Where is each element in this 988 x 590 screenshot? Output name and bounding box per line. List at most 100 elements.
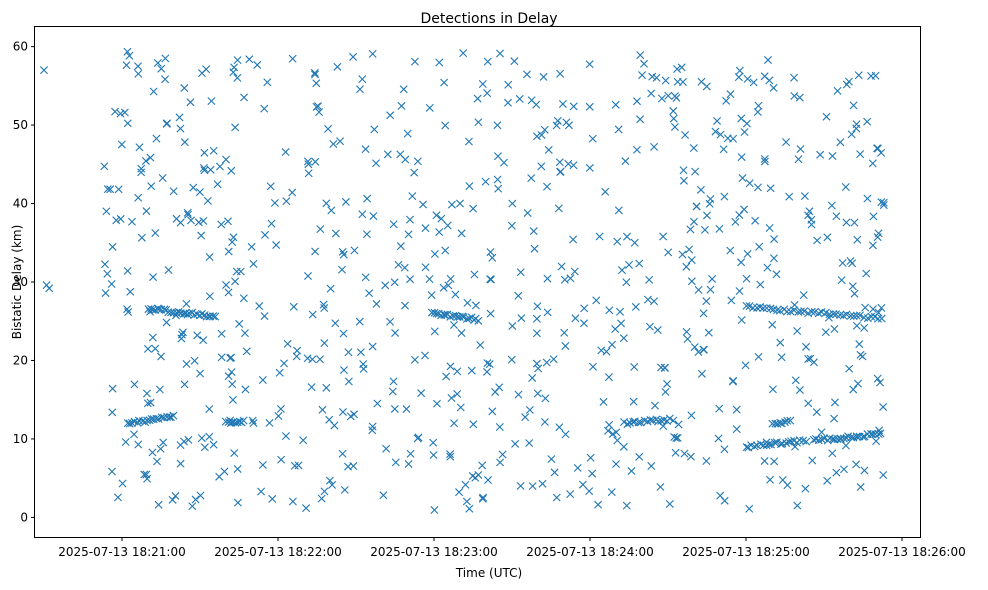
data-point <box>770 235 779 244</box>
data-point <box>682 262 691 271</box>
data-point <box>268 494 277 503</box>
data-point <box>841 441 850 450</box>
data-point <box>852 432 861 441</box>
data-point <box>657 94 666 103</box>
data-point <box>134 440 143 449</box>
data-point <box>281 432 290 441</box>
data-point <box>722 96 731 105</box>
data-point <box>146 398 155 407</box>
data-point <box>176 124 185 133</box>
data-point <box>569 102 578 111</box>
data-point <box>189 183 198 192</box>
data-point <box>103 185 112 194</box>
data-point <box>194 218 203 227</box>
data-point <box>413 157 422 166</box>
data-point <box>514 390 523 399</box>
data-point <box>833 435 842 444</box>
data-point <box>108 467 117 476</box>
data-point <box>691 167 700 176</box>
data-point <box>451 290 460 299</box>
data-point <box>828 449 837 458</box>
data-point <box>239 294 248 303</box>
data-point <box>172 214 181 223</box>
data-point <box>486 248 495 257</box>
data-point <box>355 85 364 94</box>
data-point <box>661 387 670 396</box>
data-point <box>737 153 746 162</box>
data-point <box>627 467 636 476</box>
data-point <box>217 353 226 362</box>
data-point <box>288 54 297 63</box>
data-point <box>151 344 160 353</box>
data-point <box>751 216 760 225</box>
data-point <box>702 211 711 220</box>
data-point <box>647 89 656 98</box>
data-point <box>879 471 888 480</box>
data-point <box>450 419 459 428</box>
data-point <box>227 368 236 377</box>
data-point <box>840 434 849 443</box>
data-point <box>861 303 870 312</box>
data-point <box>211 312 220 321</box>
data-point <box>142 470 151 479</box>
data-point <box>391 328 400 337</box>
data-point <box>344 377 353 386</box>
data-point <box>790 91 799 100</box>
data-point <box>530 244 539 253</box>
data-point <box>114 185 123 194</box>
data-point <box>361 273 370 282</box>
data-point <box>680 449 689 458</box>
data-point <box>791 376 800 385</box>
data-point <box>303 157 312 166</box>
data-point <box>532 132 541 141</box>
data-point <box>217 220 226 229</box>
data-point <box>493 121 502 130</box>
data-point <box>402 405 411 414</box>
data-point <box>328 480 337 489</box>
data-point <box>193 331 202 340</box>
data-point <box>737 316 746 324</box>
data-point <box>228 395 237 404</box>
data-point <box>447 200 456 209</box>
data-point <box>417 389 426 398</box>
data-point <box>760 72 769 81</box>
data-point <box>162 119 171 128</box>
data-point <box>694 285 703 294</box>
data-point <box>570 267 579 276</box>
data-point <box>742 274 751 283</box>
data-point <box>772 270 781 279</box>
data-point <box>413 434 422 443</box>
data-point <box>647 462 656 470</box>
data-point <box>453 367 462 376</box>
data-point <box>716 130 725 139</box>
data-point <box>120 108 129 117</box>
data-point <box>228 238 237 247</box>
data-point <box>151 229 160 237</box>
data-point <box>106 185 115 194</box>
data-point <box>829 309 838 318</box>
data-point <box>871 71 880 80</box>
data-point <box>463 298 472 307</box>
data-point <box>397 101 406 110</box>
data-point <box>853 235 862 244</box>
data-point <box>149 87 158 96</box>
data-point <box>457 329 466 338</box>
data-point <box>356 348 365 357</box>
data-point <box>621 157 630 166</box>
data-point <box>863 117 872 126</box>
data-point <box>498 450 507 459</box>
data-point <box>515 94 524 103</box>
data-point <box>304 160 313 169</box>
data-point <box>569 161 578 170</box>
data-point <box>869 305 877 314</box>
data-point <box>339 250 348 259</box>
data-point <box>569 235 578 244</box>
data-point <box>319 300 328 309</box>
data-point <box>276 404 285 413</box>
data-point <box>859 432 868 441</box>
data-point <box>837 276 846 285</box>
data-point <box>800 307 809 316</box>
data-point <box>842 80 851 89</box>
data-point <box>510 57 519 66</box>
data-point <box>585 102 594 111</box>
